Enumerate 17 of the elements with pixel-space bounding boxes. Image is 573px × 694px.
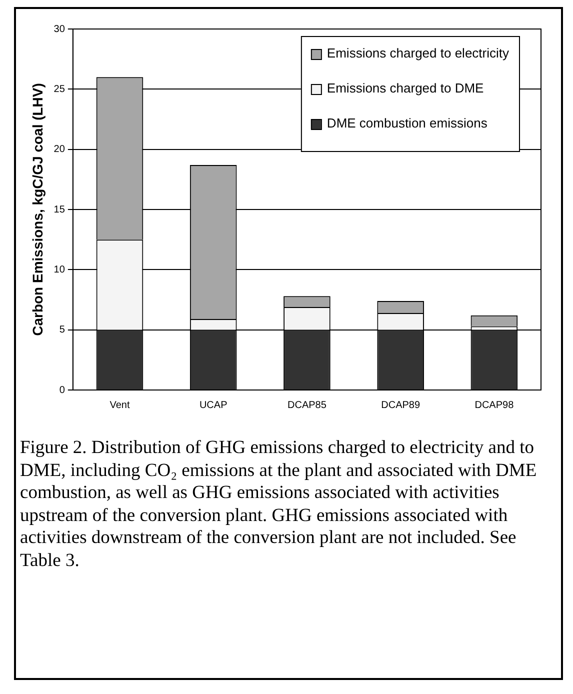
y-tick-label: 0 [59,384,66,396]
x-tick-label: Vent [110,400,130,411]
legend-label: DME combustion emissions [326,116,488,131]
y-tick-label: 20 [54,144,66,156]
x-tick-label: DCAP85 [288,400,327,411]
legend-label: Emissions charged to DME [326,80,484,96]
y-tick-label: 25 [54,84,66,95]
y-tick-label: 15 [54,204,66,216]
y-tick-label: 30 [54,24,66,35]
y-tick-label: 5 [59,324,66,336]
x-tick-label: DCAP89 [381,400,420,411]
x-tick-label: UCAP [199,400,228,411]
y-axis-title: Carbon Emissions, kgC/GJ coal (LHV) [29,83,46,336]
x-tick-label: DCAP98 [474,400,514,411]
legend-label: Emissions charged to electricity [326,46,510,61]
y-tick-label: 10 [54,264,66,276]
caption: Figure 2. Distribution of GHG emissions charged to electricity and to DME, including CO₂ emissions at the plant and associated with DME combustion, as well as GHG emissions associated with activities upstream of the conversion plant. GHG emissions associated with activities downstream of the conversion plant are not included. See Table 3. [20,437,538,572]
